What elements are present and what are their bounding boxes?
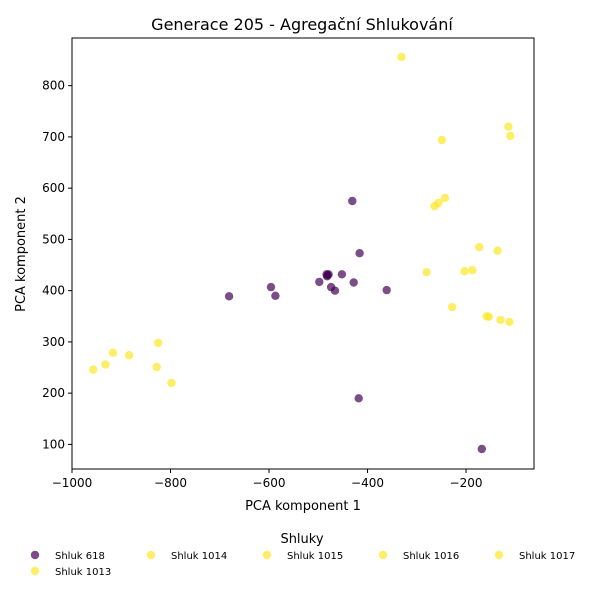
y-tick-label: 200 [42, 386, 65, 400]
data-point [315, 277, 324, 287]
legend-marker [378, 550, 388, 560]
x-axis: −1000 −800 −600 −400 −200 [52, 469, 483, 490]
data-point [397, 52, 406, 62]
y-tick-label: 300 [42, 335, 65, 349]
data-point [504, 122, 513, 131]
data-point [505, 317, 514, 327]
legend-label: Shluk 1015 [287, 551, 343, 562]
y-tick-label: 500 [42, 232, 65, 246]
y-tick-label: 100 [42, 437, 65, 451]
data-point [484, 312, 493, 321]
legend-marker [30, 566, 40, 576]
data-point [354, 394, 363, 403]
data-point [266, 282, 276, 292]
y-tick-label: 800 [42, 79, 65, 93]
data-point [152, 362, 161, 372]
x-tick-label: −200 [450, 476, 483, 490]
data-point [330, 286, 340, 295]
x-tick-label: −800 [154, 476, 187, 490]
y-tick-label: 600 [42, 181, 65, 195]
data-point [422, 268, 431, 277]
legend: Shluk 618 Shluk 1013 Shluk 1014 Shluk 1015 S… [30, 550, 575, 578]
data-point [349, 278, 358, 287]
plot-points [89, 52, 515, 454]
legend-marker [30, 550, 40, 560]
data-point [448, 302, 457, 312]
data-point [493, 246, 502, 255]
data-point [89, 365, 98, 374]
data-point [124, 351, 134, 360]
x-tick-label: −1000 [52, 476, 93, 490]
data-point [434, 198, 443, 208]
x-axis-label: PCA komponent 1 [245, 499, 361, 514]
y-axis-label: PCA komponent 2 [14, 196, 29, 312]
data-point [224, 292, 234, 301]
data-point [154, 338, 163, 348]
legend-marker [494, 550, 504, 560]
legend-title: Shluky [280, 532, 323, 547]
data-point [477, 444, 486, 454]
data-point [108, 348, 118, 357]
legend-label: Shluk 1014 [171, 551, 227, 562]
legend-marker [146, 550, 156, 560]
data-point [271, 291, 280, 300]
data-point [337, 270, 347, 279]
legend-label: Shluk 1016 [403, 551, 459, 562]
y-tick-label: 400 [42, 284, 65, 298]
data-point [468, 266, 477, 275]
x-tick-label: −600 [253, 476, 286, 490]
data-point [437, 135, 447, 145]
data-point [101, 360, 110, 369]
data-point [460, 267, 469, 276]
data-point [167, 378, 176, 388]
data-point [355, 249, 364, 258]
data-point [506, 131, 515, 141]
legend-label: Shluk 1013 [55, 567, 111, 578]
legend-label: Shluk 1017 [519, 551, 575, 562]
y-axis: 100 200 300 400 500 600 700 800 [42, 79, 72, 451]
data-point [496, 315, 505, 325]
legend-label: Shluk 618 [55, 551, 105, 562]
plot-area-frame [71, 37, 535, 470]
data-point [348, 196, 357, 206]
x-tick-label: −400 [351, 476, 384, 490]
legend-marker [262, 550, 272, 560]
data-point [475, 242, 484, 252]
data-point [440, 193, 450, 203]
data-point [322, 272, 332, 281]
chart-title: Generace 205 - Agregační Shlukování [151, 15, 453, 34]
data-point [382, 285, 391, 295]
y-tick-label: 700 [42, 130, 65, 144]
